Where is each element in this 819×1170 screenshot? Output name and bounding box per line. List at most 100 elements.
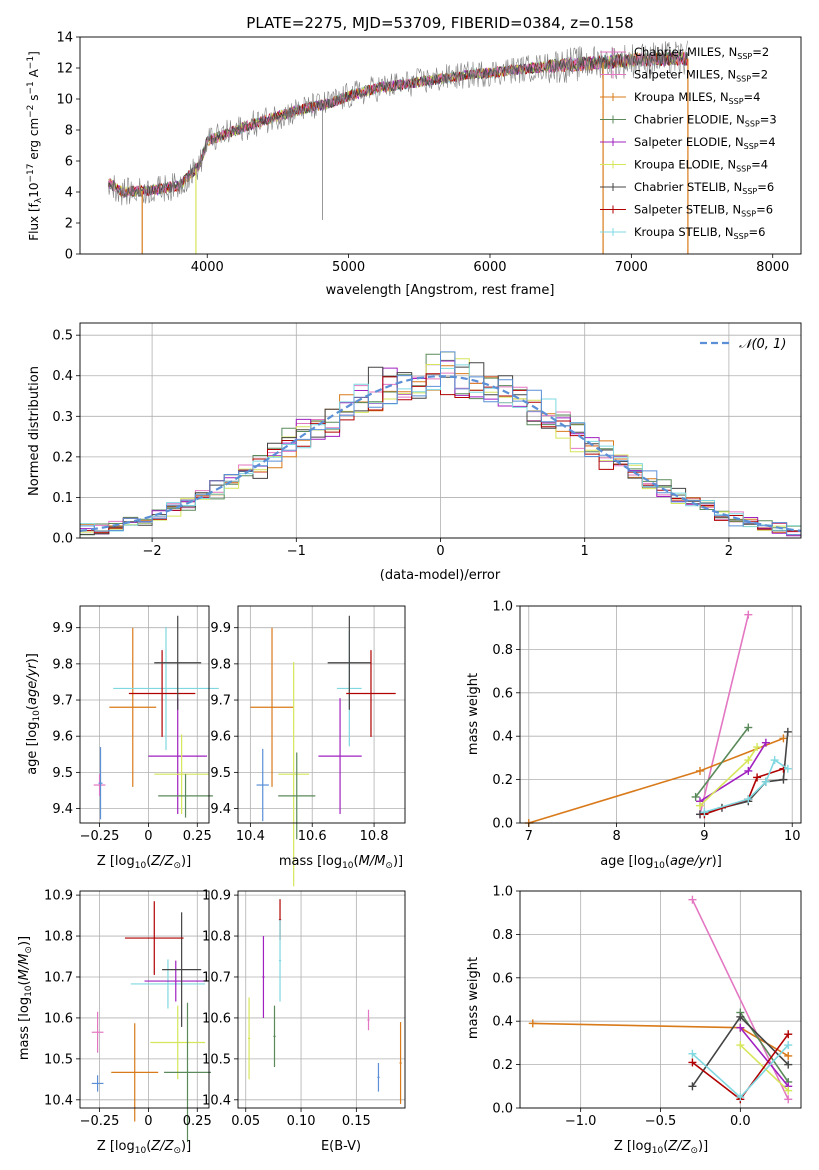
spectrum-xlabel: wavelength [Angstrom, rest frame]: [326, 283, 555, 298]
mass_vs_ebv-ytick-label: 10.6: [202, 1011, 231, 1026]
spectrum-legend-label: Salpeter ELODIE, NSSP=4: [634, 135, 776, 151]
residuals-ytick-label: 0.2: [52, 450, 73, 465]
age_vs_Z-ytick-label: 9.7: [52, 694, 73, 709]
age_vs_Z-ytick-label: 9.9: [52, 621, 73, 636]
spectrum-xtick-label: 8000: [756, 260, 789, 275]
weight_vs_Z-ytick-label: 1.0: [492, 885, 513, 900]
weight_vs_age-series-line: [694, 727, 749, 798]
spectrum-xtick-label: 6000: [473, 260, 506, 275]
weight_vs_age-ytick-label: 0.2: [492, 773, 513, 788]
mass_vs_Z-ytick-label: 10.4: [44, 1093, 73, 1108]
weight_vs_age-xtick-label: 8: [612, 829, 620, 844]
weight-z-ylabel: mass weight: [466, 957, 481, 1039]
age_vs_mass-ytick-label: 9.5: [210, 766, 231, 781]
spectrum-xtick-label: 4000: [191, 260, 224, 275]
weight_vs_age-series-line: [699, 614, 750, 815]
residuals-xtick-label: 1: [581, 544, 589, 559]
data-layer: [79, 40, 802, 1142]
residuals-xlabel: (data-model)/error: [380, 568, 501, 583]
age_vs_Z-xtick-label: 0.25: [183, 829, 212, 844]
residuals-ytick-label: 0.0: [52, 532, 73, 547]
weight_vs_Z-xtick-label: 0.0: [730, 1114, 751, 1129]
weight-z-xlabel: Z [log10(Z/Z⊙)]: [614, 1139, 708, 1156]
weight_vs_Z-xtick-label: −1.0: [565, 1114, 597, 1129]
spectrum-line-data: [108, 40, 688, 206]
mass_vs_Z-ytick-label: 10.8: [44, 930, 73, 945]
spectrum-xtick-label: 5000: [332, 260, 365, 275]
mass_vs_Z-xtick-label: 0.25: [183, 1114, 212, 1129]
age_vs_mass-ytick-label: 9.9: [210, 621, 231, 636]
weight_vs_age-series-line: [528, 737, 784, 824]
spectrum-legend-label: Salpeter MILES, NSSP=2: [634, 68, 768, 84]
spectrum-legend-label: Chabrier ELODIE, NSSP=3: [634, 113, 777, 129]
weight_vs_age-ytick-label: 0.0: [492, 817, 513, 832]
age_vs_mass-xtick-label: 10.6: [298, 829, 327, 844]
residuals-xtick-label: 2: [725, 544, 733, 559]
residuals-ytick-label: 0.4: [52, 369, 73, 384]
spectrum-legend-label: Kroupa STELIB, NSSP=6: [634, 225, 765, 241]
mass_vs_ebv-frame: [237, 890, 406, 1109]
age_vs_Z-frame: [79, 605, 210, 824]
weight_vs_age-frame: [519, 605, 802, 824]
weight_vs_Z-xtick-label: −0.5: [645, 1114, 677, 1129]
mass_vs_Z-ytick-label: 10.9: [44, 889, 73, 904]
spectrum-title: PLATE=2275, MJD=53709, FIBERID=0384, z=0…: [246, 14, 633, 32]
spectrum-ytick-label: 10: [56, 93, 73, 108]
age_vs_mass-frame: [237, 605, 406, 824]
spectrum-ytick-label: 4: [65, 186, 73, 201]
spectrum-xtick-label: 7000: [615, 260, 648, 275]
mass_vs_Z-frame: [79, 890, 210, 1109]
weight_vs_age-ytick-label: 0.8: [492, 643, 513, 658]
age_vs_Z-ytick-label: 9.6: [52, 730, 73, 745]
weight_vs_age-xtick-label: 9: [700, 829, 708, 844]
weight_vs_Z-series-line: [739, 1027, 789, 1087]
residuals-xtick-label: −2: [143, 544, 162, 559]
age_vs_Z-ytick-label: 9.8: [52, 657, 73, 672]
weight_vs_age-ytick-label: 0.6: [492, 686, 513, 701]
mass_vs_Z-ytick-label: 10.7: [44, 970, 73, 985]
mass_vs_ebv-xtick-label: 0.05: [231, 1114, 260, 1129]
residuals-frame: [79, 322, 802, 539]
weight_vs_Z-ytick-label: 0.4: [492, 1015, 513, 1030]
spectrum-ytick-label: 8: [65, 124, 73, 139]
mass_vs_Z-xtick-label: 0: [144, 1114, 152, 1129]
residuals-xtick-label: −1: [287, 544, 306, 559]
residual-legend-label: 𝒩(0, 1): [739, 337, 786, 352]
mass_vs_Z-ytick-label: 10.5: [44, 1052, 73, 1067]
residuals-ytick-label: 0.5: [52, 329, 73, 344]
weight_vs_age-ytick-label: 0.4: [492, 730, 513, 745]
weight_vs_Z-ytick-label: 0.6: [492, 971, 513, 986]
weight_vs_age-ytick-label: 1.0: [492, 600, 513, 615]
mass-z-ylabel: mass [log10(M/M⊙)]: [17, 936, 34, 1060]
age-z-ylabel: age [log10(age/yr)]: [25, 653, 42, 775]
residuals-xtick-label: 0: [436, 544, 444, 559]
legend-layer: Chabrier MILES, NSSP=2 Salpeter MILES, NS…: [600, 45, 786, 352]
weight_vs_age-xtick-label: 10: [784, 829, 801, 844]
weight-age-xlabel: age [log10(age/yr)]: [600, 854, 722, 871]
age-mass-xlabel: mass [log10(M/M⊙)]: [279, 854, 403, 871]
residual-histogram-normal: [80, 351, 801, 536]
mass_vs_ebv-ytick-label: 10.4: [202, 1093, 231, 1108]
mass_vs_ebv-xtick-label: 0.15: [342, 1114, 371, 1129]
spectrum-frame: [79, 36, 802, 255]
spectrum-legend-label: Salpeter STELIB, NSSP=6: [634, 203, 773, 219]
text-layer: PLATE=2275, MJD=53709, FIBERID=0384, z=0…: [17, 14, 722, 1156]
spectrum-legend-label: Chabrier STELIB, NSSP=6: [634, 180, 774, 196]
age_vs_mass-xtick-label: 10.8: [360, 829, 389, 844]
weight_vs_age-xtick-label: 7: [525, 829, 533, 844]
weight-age-ylabel: mass weight: [466, 673, 481, 755]
spectrum-ytick-label: 0: [65, 248, 73, 263]
spectrum-legend-label: Kroupa MILES, NSSP=4: [634, 90, 760, 106]
mass_vs_ebv-ytick-label: 10.7: [202, 970, 231, 985]
mass_vs_Z-ytick-label: 10.6: [44, 1011, 73, 1026]
spectrum-ytick-label: 12: [56, 62, 73, 77]
age_vs_mass-ytick-label: 9.7: [210, 694, 231, 709]
age_vs_Z-xtick-label: −0.25: [80, 829, 120, 844]
mass_vs_ebv-xtick-label: 0.10: [287, 1114, 316, 1129]
age_vs_mass-ytick-label: 9.4: [210, 802, 231, 817]
mass_vs_ebv-ytick-label: 10.9: [202, 889, 231, 904]
weight_vs_Z-ytick-label: 0.0: [492, 1102, 513, 1117]
age_vs_Z-ytick-label: 9.5: [52, 766, 73, 781]
